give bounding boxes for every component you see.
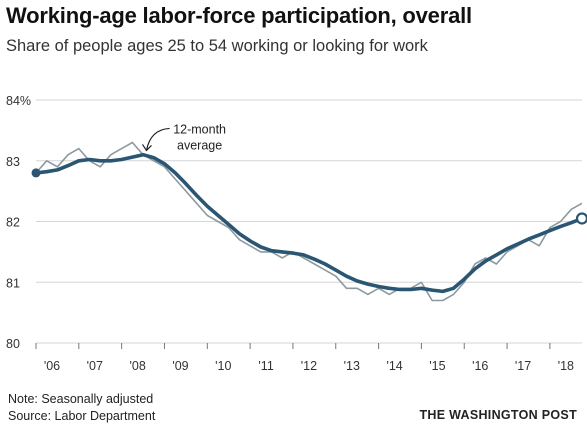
- source-text: Source: Labor Department: [8, 409, 156, 423]
- end-point-marker: [575, 212, 587, 225]
- x-axis-ticks: '06 '07 '08 '09 '10 '11 '12 '13 '14 '15 '16 '17 '18: [35, 343, 574, 373]
- x-tick-label: '06: [44, 359, 60, 373]
- y-tick-label: 83: [6, 155, 20, 169]
- start-point-marker: [31, 168, 41, 178]
- x-tick-label: '11: [258, 359, 273, 373]
- x-tick-label: '18: [558, 359, 574, 373]
- chart-title: Working-age labor-force participation, o…: [6, 3, 472, 28]
- publisher-credit: THE WASHINGTON POST: [419, 408, 577, 422]
- x-tick-label: '14: [386, 359, 402, 373]
- x-tick-label: '07: [87, 359, 103, 373]
- annotation-label: average: [177, 138, 222, 152]
- annotation-label: 12-month: [173, 122, 226, 136]
- x-tick-label: '08: [129, 359, 145, 373]
- series-lines: [31, 141, 587, 302]
- y-tick-label: 81: [6, 276, 20, 290]
- gridlines: [36, 99, 582, 344]
- x-tick-label: '17: [515, 359, 531, 373]
- x-tick-label: '16: [472, 359, 488, 373]
- x-tick-label: '15: [429, 359, 445, 373]
- x-tick-label: '10: [215, 359, 231, 373]
- annotation-arrow: [145, 127, 170, 151]
- monthly-series-line: [35, 141, 583, 302]
- x-tick-label: '12: [301, 359, 317, 373]
- x-tick-label: '09: [172, 359, 188, 373]
- y-tick-label: 80: [6, 337, 20, 351]
- chart-subtitle: Share of people ages 25 to 54 working or…: [6, 37, 428, 55]
- x-tick-label: '13: [344, 359, 360, 373]
- note-text: Note: Seasonally adjusted: [8, 392, 154, 406]
- y-tick-label: 82: [6, 216, 20, 230]
- average-series-line: [34, 152, 584, 294]
- annotation-arrowhead: [141, 144, 152, 152]
- y-axis-ticks: 84% 83 82 81 80: [6, 94, 31, 351]
- annotation: 12-month average: [141, 122, 226, 152]
- y-tick-label: 84%: [6, 94, 31, 108]
